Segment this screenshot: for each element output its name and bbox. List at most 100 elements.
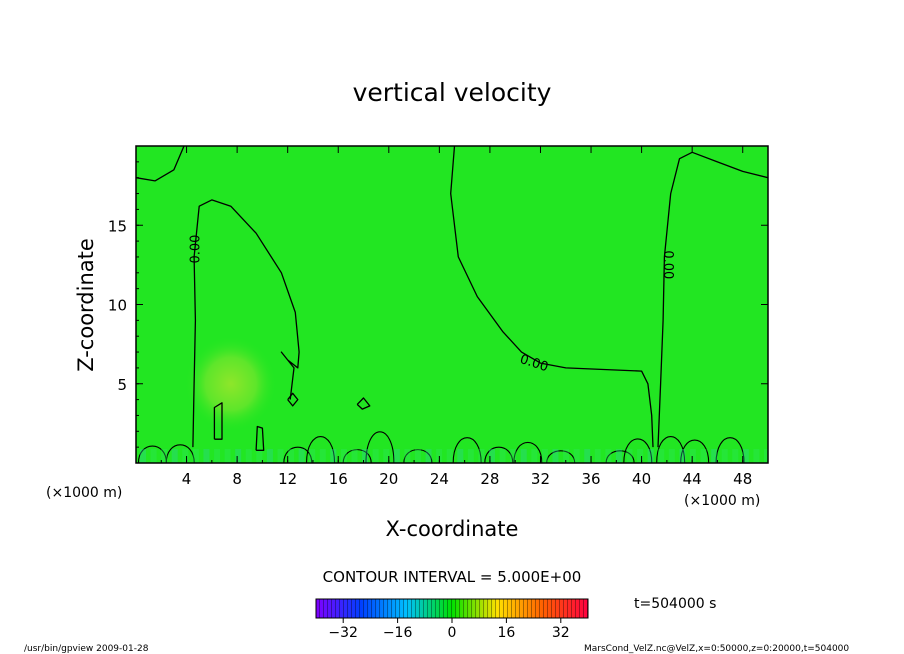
ground-shade-cell: [742, 449, 749, 463]
colorbar-tick-label: 16: [497, 625, 515, 641]
ground-shade-cell: [288, 449, 295, 463]
ground-shade-cell: [605, 449, 612, 463]
ground-wave-contour: [680, 439, 710, 463]
contour-line: [450, 146, 654, 448]
ground-shade-cell: [425, 449, 432, 463]
contour-line: [255, 425, 265, 451]
footer-right: MarsCond_VelZ.nc@VelZ,x=0:50000,z=0:2000…: [584, 644, 849, 654]
x-unit-left: (×1000 m): [46, 485, 122, 501]
ground-shade-cell: [404, 449, 411, 463]
ground-shade-cell: [520, 449, 527, 463]
ground-shade-cell: [615, 449, 622, 463]
ground-shade-cell: [700, 449, 707, 463]
ground-wave-contour: [513, 441, 543, 463]
ground-shade-cell: [203, 449, 210, 463]
time-label: t=504000 s: [634, 596, 716, 612]
ground-wave-contour: [342, 449, 372, 463]
colorbar-tick-label: 0: [448, 625, 457, 641]
contour-line: [136, 146, 185, 182]
ground-shade-cell: [192, 449, 199, 463]
colorbar-tick-label: 32: [552, 625, 570, 641]
ground-shade-cell: [647, 449, 654, 463]
contour-lines: [136, 146, 768, 451]
x-tick-label: 28: [480, 470, 499, 488]
ground-shade-cell: [214, 449, 221, 463]
y-axis-label: Z-coordinate: [74, 238, 98, 372]
x-tick-label: 12: [278, 470, 297, 488]
ground-wave-contour: [403, 449, 433, 463]
x-tick-label: 20: [379, 470, 398, 488]
ground-shade-cell: [753, 449, 760, 463]
y-tick-label: 15: [108, 217, 127, 235]
ground-wave-contour: [305, 436, 336, 463]
ground-shade-cell: [679, 449, 686, 463]
ground-shade-cell: [489, 449, 496, 463]
ground-wave-contour: [656, 436, 686, 463]
x-tick-label: 16: [329, 470, 348, 488]
contour-line: [213, 402, 223, 440]
ground-shade-cell: [140, 449, 146, 463]
contour-line: [657, 151, 768, 448]
ground-shade-cell: [764, 449, 768, 463]
ground-shade-cell: [235, 449, 242, 463]
ground-shade-cell: [245, 449, 252, 463]
ground-wave-contour: [137, 445, 167, 463]
ground-shade-cell: [383, 449, 390, 463]
contour-label: 0.00: [660, 250, 675, 279]
ground-shade-cell: [478, 449, 485, 463]
ground-shade-cell: [689, 449, 696, 463]
x-tick-label: 44: [683, 470, 702, 488]
colorbar-tick-label: −32: [328, 625, 358, 641]
ground-shade-cell: [298, 449, 305, 463]
near-ground-waves: [137, 431, 768, 463]
ground-wave-contour: [715, 437, 745, 463]
warm-anomaly: [184, 335, 277, 432]
ground-shade-cell: [563, 449, 570, 463]
ground-shade-cell: [171, 449, 178, 463]
ground-shade-cell: [499, 449, 506, 463]
x-tick-label: 40: [632, 470, 651, 488]
ground-shade-cell: [626, 449, 633, 463]
ground-shade-cell: [446, 449, 453, 463]
x-unit-right: (×1000 m): [684, 493, 760, 509]
ground-shade-cell: [594, 449, 601, 463]
ground-wave-contour: [605, 450, 635, 463]
ground-shade-cell: [362, 449, 369, 463]
contour-labels: 0.000.000.00: [188, 235, 675, 376]
footer-left: /usr/bin/gpview 2009-01-28: [24, 644, 149, 654]
y-tick-label: 5: [117, 376, 127, 394]
x-tick-label: 8: [232, 470, 242, 488]
x-tick-label: 48: [733, 470, 752, 488]
ground-shade-cell: [732, 449, 739, 463]
ground-shade-cell: [150, 449, 157, 463]
ground-shade-cell: [309, 449, 316, 463]
ground-shade-cell: [330, 449, 337, 463]
x-tick-label: 36: [581, 470, 600, 488]
ground-shade-cell: [668, 449, 675, 463]
ground-wave-contour: [165, 444, 195, 463]
contour-line: [356, 397, 371, 410]
ground-shade-cell: [541, 449, 548, 463]
ground-shade-cell: [351, 449, 358, 463]
x-tick-label: 24: [430, 470, 449, 488]
ground-shade-cell: [256, 449, 263, 463]
colorbar-ticks: −32 −16 0 16 32: [328, 618, 570, 641]
chart-title: vertical velocity: [353, 78, 552, 107]
ground-shade-cell: [182, 449, 189, 463]
ground-wave-contour: [484, 446, 514, 463]
ground-shade-cell: [393, 449, 400, 463]
ground-shade-cell: [224, 449, 231, 463]
ground-shade-cell: [467, 449, 474, 463]
x-tick-label: 32: [531, 470, 550, 488]
colorbar: [316, 599, 588, 618]
ground-shade-cell: [552, 449, 559, 463]
ground-wave-contour: [623, 438, 653, 463]
ground-shade-cell: [584, 449, 591, 463]
ground-wave-contour: [452, 437, 482, 463]
x-axis-label: X-coordinate: [386, 517, 519, 541]
ground-wave-contour: [283, 446, 313, 463]
ground-shade-cell: [414, 449, 421, 463]
contour-label: 0.00: [188, 235, 203, 264]
x-tick-label: 4: [182, 470, 192, 488]
